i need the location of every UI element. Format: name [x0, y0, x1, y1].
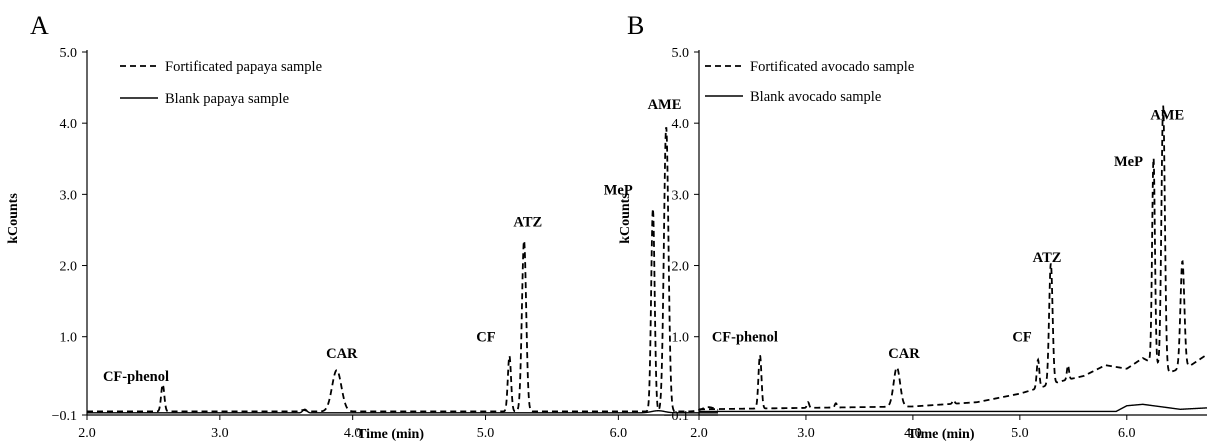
x-tick-label: 4.0	[904, 426, 922, 441]
x-tick-label: 5.0	[1011, 426, 1029, 441]
x-tick-label: 4.0	[344, 426, 362, 441]
y-tick-label: 3.0	[672, 188, 690, 203]
x-tick-label: 6.0	[1118, 426, 1136, 441]
x-tick-label: 3.0	[797, 426, 815, 441]
legend-entry: Fortificated avocado sample	[750, 59, 914, 75]
y-tick-label: 2.0	[60, 260, 78, 275]
y-tick-label: −0.1	[52, 409, 77, 424]
peak-label-mep: MeP	[604, 182, 633, 198]
peak-label-car: CAR	[888, 346, 920, 362]
fortificated-sample-trace	[87, 127, 719, 413]
chart-panel-b: B5.04.03.02.01.0−0.12.0 3.0 4.0 5.0 6.0Time …	[618, 11, 1208, 442]
y-tick-label: 1.0	[672, 331, 690, 346]
legend-entry: Blank avocado sample	[750, 89, 881, 105]
x-tick-label: 5.0	[477, 426, 495, 441]
peak-label-car: CAR	[326, 346, 358, 362]
legend-entry: Blank papaya sample	[165, 91, 289, 107]
x-tick-label: 2.0	[690, 426, 708, 441]
y-tick-label: 5.0	[672, 46, 690, 61]
x-axis-title: Time (min)	[907, 427, 974, 442]
y-axis-title: kCounts	[6, 193, 21, 244]
panel-label: A	[30, 11, 49, 40]
y-tick-label: 2.0	[672, 260, 690, 275]
x-tick-label: 6.0	[610, 426, 628, 441]
peak-label-atz: ATZ	[513, 214, 542, 230]
peak-label-cf-phenol: CF-phenol	[103, 369, 169, 385]
fortificated-sample-trace	[698, 105, 1208, 411]
peak-label-ame: AME	[648, 97, 682, 113]
y-tick-label: 3.0	[60, 188, 78, 203]
peak-label-cf: CF	[476, 330, 495, 346]
y-tick-label: −0.1	[664, 409, 689, 424]
panel-label: B	[627, 11, 644, 40]
y-axis-title: kCounts	[618, 193, 633, 244]
peak-label-ame: AME	[1150, 108, 1184, 124]
y-tick-label: 4.0	[60, 117, 78, 132]
x-tick-label: 2.0	[78, 426, 96, 441]
peak-label-mep: MeP	[1114, 154, 1143, 170]
blank-sample-trace	[699, 403, 1208, 413]
y-tick-label: 4.0	[672, 117, 690, 132]
x-tick-label: 3.0	[211, 426, 229, 441]
y-tick-label: 1.0	[60, 331, 78, 346]
x-axis-title: Time (min)	[357, 427, 424, 442]
peak-label-cf-phenol: CF-phenol	[712, 330, 778, 346]
legend-entry: Fortificated papaya sample	[165, 59, 322, 75]
peak-label-atz: ATZ	[1033, 250, 1062, 266]
blank-sample-trace	[87, 408, 718, 414]
y-tick-label: 5.0	[60, 46, 78, 61]
chart-panel-a: A5.04.03.02.01.0−0.12.0 3.0 4.0 5.0 6.0Time …	[6, 11, 719, 442]
peak-label-cf: CF	[1012, 330, 1031, 346]
